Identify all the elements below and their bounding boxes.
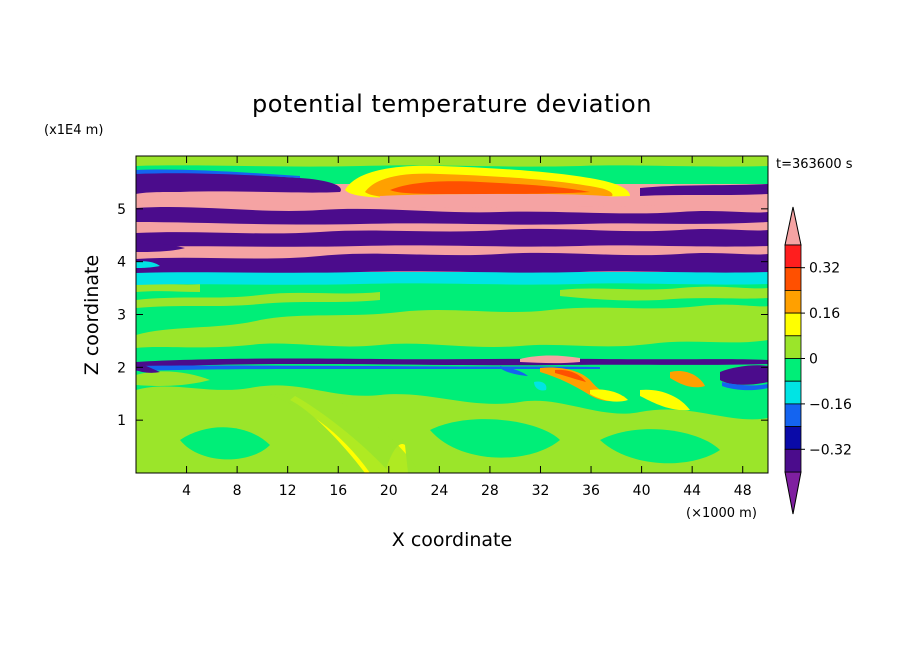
contour-red-ring	[555, 369, 586, 382]
x-tick-label: 8	[233, 483, 242, 499]
contour-orange-right	[670, 370, 705, 388]
contour-yellow-ring	[590, 389, 628, 402]
colorbar-box	[784, 244, 802, 269]
contour-lightgreen-ridge	[270, 392, 420, 473]
contour-pink-top-right	[640, 194, 768, 206]
colorbar-extend-min	[784, 471, 802, 515]
y-tick-label: 3	[117, 308, 126, 324]
x-tick-label: 12	[279, 483, 297, 499]
y-axis-label: Z coordinate	[81, 255, 103, 375]
x-tick-label: 20	[380, 483, 398, 499]
colorbar-label: 0	[809, 352, 818, 368]
chart-title: potential temperature deviation	[252, 90, 652, 118]
contour-z2-left-blue	[500, 366, 528, 376]
colorbar-label: −0.16	[809, 397, 852, 413]
x-tick-label: 16	[329, 483, 347, 499]
y-tick-label: 4	[117, 255, 126, 271]
contour-z2-blue-edge	[136, 365, 600, 371]
contour-z2-right-purple	[720, 365, 768, 385]
colorbar-box	[784, 312, 802, 337]
contour-mid-light-green-cap	[136, 156, 768, 167]
contour-field	[136, 156, 768, 473]
x-axis-label: X coordinate	[392, 529, 512, 551]
contour-top-pink	[380, 194, 630, 208]
y-unit-label: (x1E4 m)	[44, 123, 103, 138]
contour-z2-purple-line	[136, 358, 768, 368]
y-tick-label: 5	[117, 202, 126, 218]
x-unit-label: (×1000 m)	[686, 506, 757, 521]
contour-purple-band-top	[136, 171, 341, 194]
colorbar-box	[784, 267, 802, 291]
x-tick-label: 48	[734, 483, 752, 499]
x-tick-label: 44	[683, 483, 701, 499]
contour-lower-light-green-2	[136, 371, 210, 386]
x-tick-label: 36	[582, 483, 600, 499]
colorbar-box	[784, 358, 802, 382]
contour-z2-right-blue	[722, 382, 768, 391]
y-tick-label: 1	[117, 413, 126, 429]
colorbar: 0.32 0.16 0 −0.16 −0.32	[784, 206, 852, 515]
contour-lower-green-patch-3	[600, 429, 720, 464]
contour-left-cyan-edge	[136, 261, 160, 268]
contour-cyan-small	[534, 381, 547, 391]
contour-yellow-right	[640, 389, 690, 411]
contour-mid-light-green-1	[136, 304, 768, 348]
x-tick-label: 32	[532, 483, 550, 499]
x-axis: 4 8 12 16 20 24 28 32 36 40 44 48	[182, 156, 752, 499]
colorbar-label: −0.32	[809, 442, 852, 458]
contour-mid-light-green-4	[136, 283, 200, 292]
colorbar-box	[784, 335, 802, 359]
contour-purple-band-1	[136, 252, 768, 273]
x-tick-label: 24	[430, 483, 448, 499]
contour-mid-light-green-2	[136, 292, 380, 308]
y-tick-label: 2	[117, 360, 126, 376]
contour-z2-left-purple	[136, 362, 160, 373]
contour-top-red	[390, 181, 590, 194]
x-tick-label: 28	[481, 483, 499, 499]
colorbar-label: 0.32	[809, 261, 840, 277]
x-tick-label: 4	[182, 483, 191, 499]
x-tick-label: 40	[633, 483, 651, 499]
colorbar-box	[784, 380, 802, 405]
colorbar-label: 0.16	[809, 306, 840, 322]
colorbar-box	[784, 426, 802, 450]
contour-purple-band-2	[136, 228, 768, 247]
contour-mid-light-green-3	[560, 286, 768, 301]
contour-z2-pink	[520, 355, 580, 364]
contour-cyan-band	[136, 270, 768, 285]
contour-blue-top-edge	[136, 169, 300, 178]
colorbar-extend-max	[784, 206, 802, 246]
colorbar-box	[784, 289, 802, 314]
contour-lower-green-patch-1	[180, 427, 270, 460]
contour-left-purple-tongue	[136, 243, 185, 252]
colorbar-box	[784, 448, 802, 473]
time-label: t=363600 s	[776, 157, 853, 172]
contour-purple-band-3	[136, 207, 768, 225]
contour-lower-green-patch-2	[430, 419, 560, 458]
y-axis: 1 2 3 4 5	[117, 202, 768, 429]
colorbar-box	[784, 403, 802, 427]
contour-purple-band-top-right	[640, 184, 768, 198]
